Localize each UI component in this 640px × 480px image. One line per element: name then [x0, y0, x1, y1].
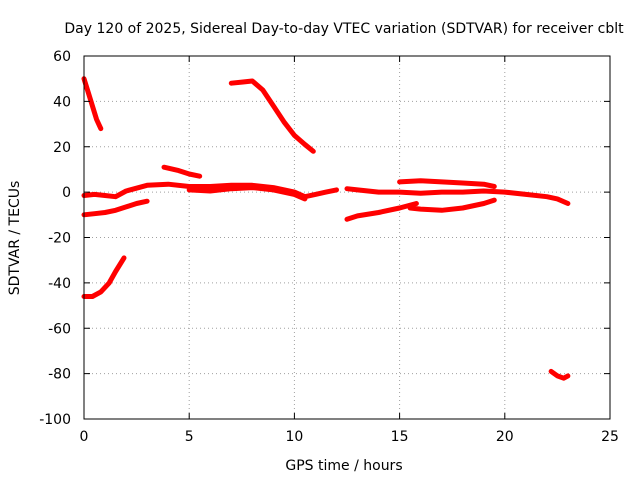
series-track-4 [81, 181, 339, 200]
data-series [81, 76, 571, 381]
y-tick-label: 60 [53, 49, 71, 65]
y-axis-label: SDTVAR / TECUs [7, 181, 23, 296]
plot-frame [83, 55, 611, 420]
y-tick-label: -80 [48, 367, 71, 383]
axis-ticks: 0 5 10 15 20 25 -100 -80 -60 -40 -20 0 20 40 60 [39, 49, 619, 445]
grid [84, 56, 610, 419]
series-track-2 [81, 255, 127, 299]
y-tick-label: -40 [48, 276, 71, 292]
y-tick-label: 40 [53, 94, 71, 110]
series-track-1 [81, 76, 104, 132]
y-tick-label: -60 [48, 321, 71, 337]
y-tick-label: 0 [62, 185, 71, 201]
x-tick-label: 10 [285, 429, 303, 445]
series-track-6 [186, 185, 308, 202]
series-track-10 [397, 178, 497, 189]
x-tick-label: 5 [185, 429, 194, 445]
series-track-7 [228, 78, 316, 154]
x-axis-label: GPS time / hours [285, 458, 402, 474]
x-tick-label: 20 [496, 429, 514, 445]
series-track-8 [344, 186, 571, 206]
x-tick-label: 25 [601, 429, 619, 445]
chart-title: Day 120 of 2025, Sidereal Day-to-day VTE… [64, 21, 624, 37]
series-track-12 [548, 368, 571, 381]
series-track-9 [344, 201, 419, 222]
x-tick-label: 0 [80, 429, 89, 445]
series-track-3 [81, 198, 150, 218]
y-tick-label: 20 [53, 140, 71, 156]
series-track-5 [161, 164, 203, 179]
x-tick-label: 15 [391, 429, 409, 445]
series-track-11 [407, 197, 497, 213]
y-tick-label: -100 [39, 412, 71, 428]
y-tick-label: -20 [48, 231, 71, 247]
